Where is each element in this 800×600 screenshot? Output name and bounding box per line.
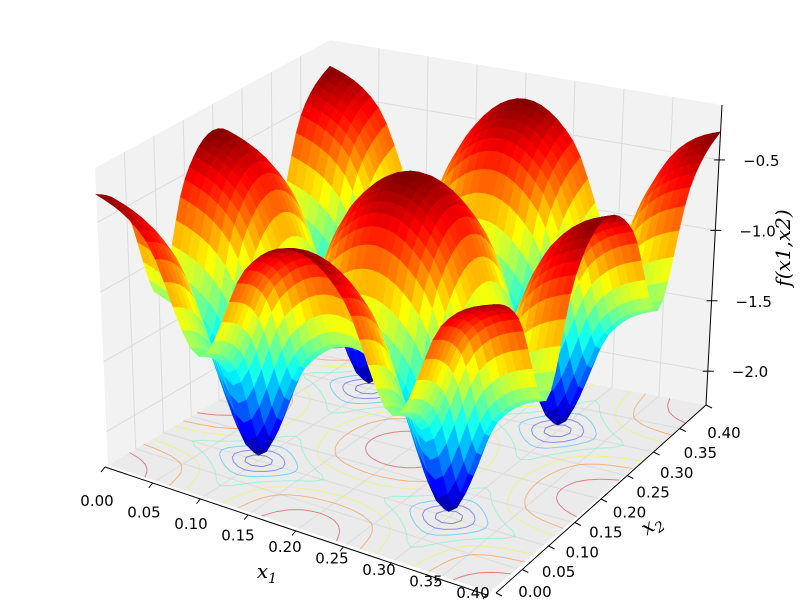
x1-tick-label: 0.40 — [456, 584, 489, 600]
contour-line — [219, 373, 597, 536]
axes — [100, 104, 726, 600]
x2-tick — [600, 498, 608, 503]
contour-line — [244, 382, 572, 525]
x1-tick — [148, 482, 154, 489]
x2-tick-label: 0.00 — [518, 583, 551, 600]
x2-tick — [679, 428, 686, 432]
x1-tick — [196, 498, 201, 505]
x2-tick-label: 0.15 — [589, 523, 622, 541]
x2-tick — [705, 404, 713, 409]
x1-tick-label: 0.10 — [174, 515, 207, 533]
x1-tick — [100, 466, 106, 473]
x2-tick-label: 0.25 — [636, 484, 669, 502]
x1-tick — [291, 530, 297, 536]
x1-tick — [339, 546, 345, 552]
floor-grid-line — [441, 395, 660, 577]
x1-tick — [387, 561, 392, 568]
z-axis-label: f(x1,x2) — [771, 209, 795, 288]
tick-labels: 0.000.050.100.150.200.250.300.350.40 0.00… — [80, 152, 779, 600]
x1-tick-label: 0.30 — [362, 561, 395, 579]
surface — [95, 65, 722, 512]
x2-tick-label: 0.20 — [613, 504, 646, 522]
x2-tick — [627, 475, 634, 479]
z-tick-label: −1.5 — [736, 293, 772, 311]
x1-tick-label: 0.25 — [315, 550, 348, 568]
z-axis-line — [705, 104, 723, 406]
x2-tick-label: 0.10 — [566, 543, 599, 561]
x2-tick — [653, 451, 660, 456]
x1-tick — [482, 593, 488, 600]
z-tick-label: −1.0 — [739, 222, 775, 240]
x1-tick-label: 0.05 — [127, 504, 160, 522]
floor-grid-line — [394, 387, 613, 561]
x1-tick — [434, 577, 440, 584]
x1-tick-label: 0.15 — [221, 527, 254, 545]
x1-tick-label: 0.00 — [80, 492, 113, 510]
x2-tick-label: 0.30 — [660, 464, 693, 482]
x1-tick — [243, 514, 249, 520]
x2-tick — [548, 545, 555, 550]
x1-axis-label: x1 — [257, 559, 277, 587]
contour-line — [191, 362, 625, 548]
x2-tick-label: 0.40 — [707, 424, 740, 442]
wall-grid-line — [123, 151, 137, 449]
z-tick-label: −0.5 — [743, 152, 779, 170]
x2-tick — [495, 592, 503, 597]
floor-contours — [129, 341, 686, 581]
x2-tick-label: 0.35 — [684, 444, 717, 462]
x1-tick-label: 0.35 — [409, 573, 442, 591]
x1-tick-label: 0.20 — [268, 538, 301, 556]
x2-tick — [522, 569, 529, 573]
x2-tick-label: 0.05 — [542, 563, 575, 581]
surface-patch — [481, 304, 495, 307]
z-tick-label: −2.0 — [732, 363, 768, 381]
x2-tick — [574, 522, 581, 526]
